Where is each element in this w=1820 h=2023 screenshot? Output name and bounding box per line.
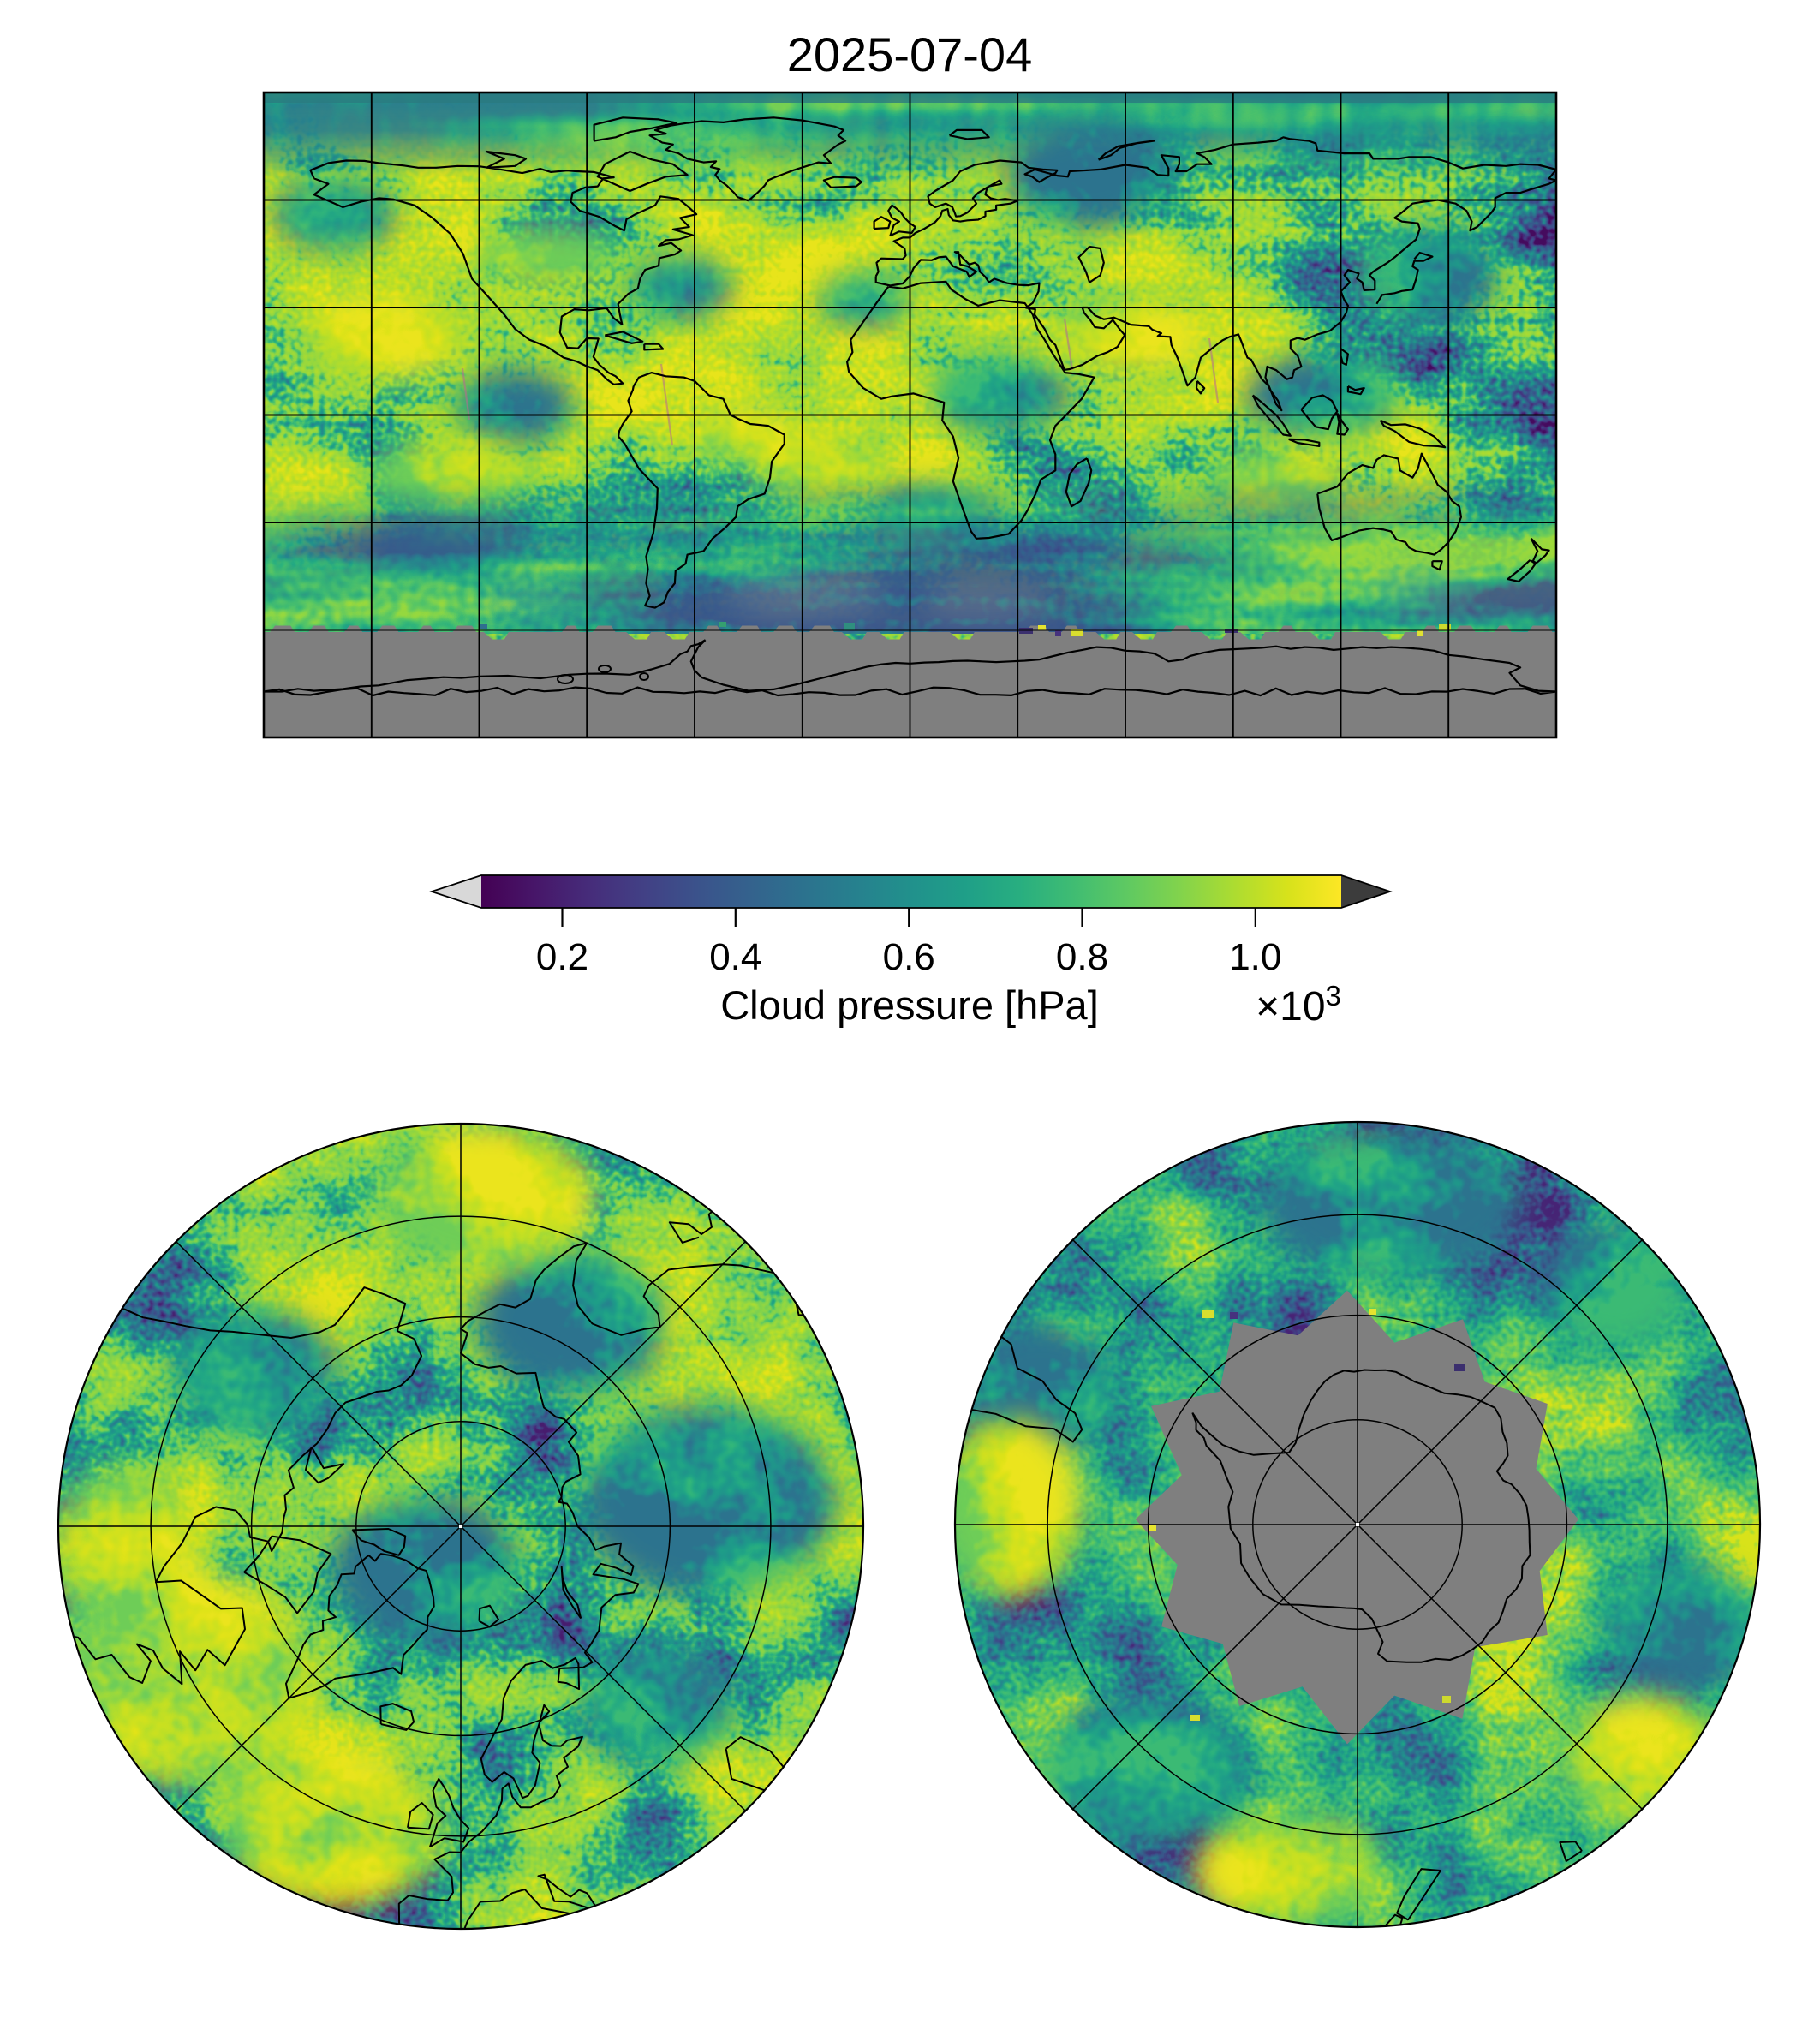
svg-text:0.4: 0.4 — [709, 936, 761, 978]
svg-text:2025-07-04: 2025-07-04 — [787, 27, 1032, 81]
svg-text:1.0: 1.0 — [1229, 936, 1281, 978]
svg-text:Cloud pressure [hPa]: Cloud pressure [hPa] — [720, 982, 1099, 1028]
svg-text:0.8: 0.8 — [1056, 936, 1108, 978]
svg-text:0.6: 0.6 — [883, 936, 935, 978]
svg-text:0.2: 0.2 — [536, 936, 588, 978]
